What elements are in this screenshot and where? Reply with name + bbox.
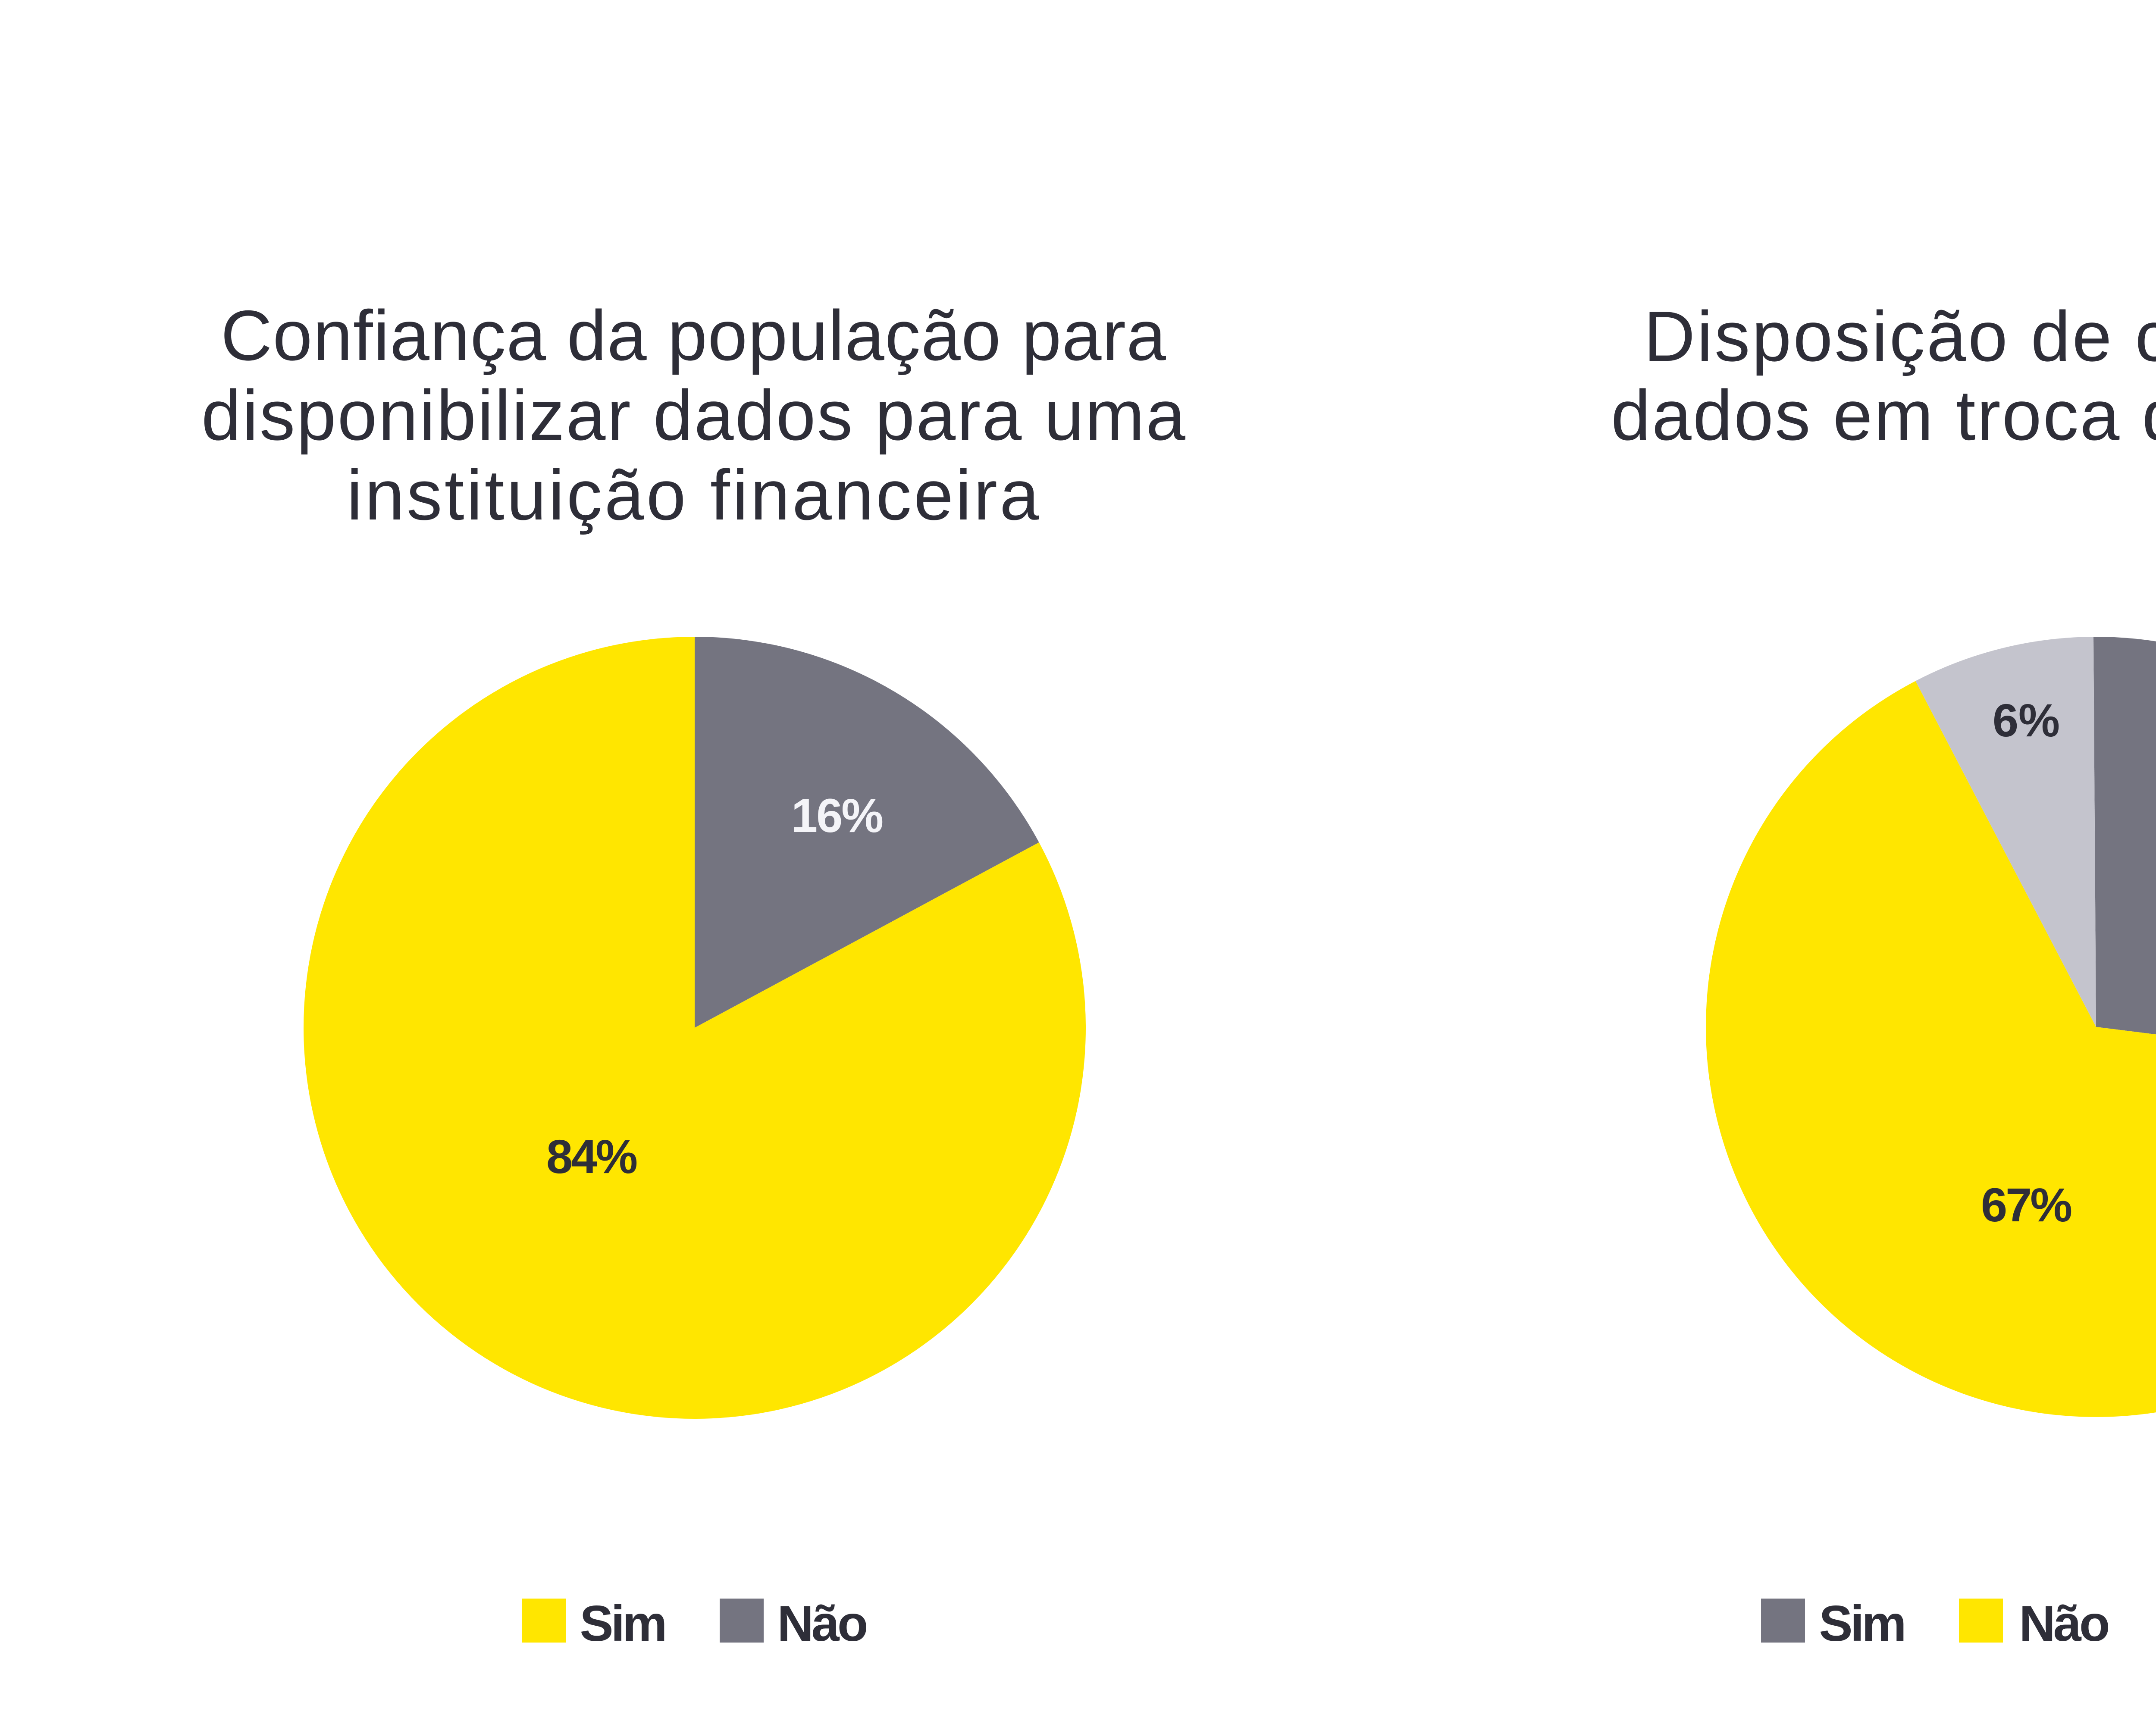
svg-text:Não: Não [2019,1595,2110,1652]
svg-text:6%: 6% [1993,694,2060,746]
svg-text:Sim: Sim [580,1595,667,1652]
svg-text:Sim: Sim [1819,1595,1907,1652]
svg-text:dados em troca de benefícios: dados em troca de benefícios [1611,375,2156,455]
svg-text:Confiança da população para: Confiança da população para [221,296,1166,375]
svg-text:Disposição de compartilhar: Disposição de compartilhar [1644,297,2156,376]
svg-text:Não: Não [777,1595,868,1652]
svg-text:instituição financeira: instituição financeira [347,455,1039,535]
svg-text:disponibilizar dados para uma: disponibilizar dados para uma [201,375,1185,455]
svg-text:16%: 16% [791,789,884,842]
svg-text:84%: 84% [546,1130,638,1183]
svg-text:67%: 67% [1981,1179,2072,1232]
